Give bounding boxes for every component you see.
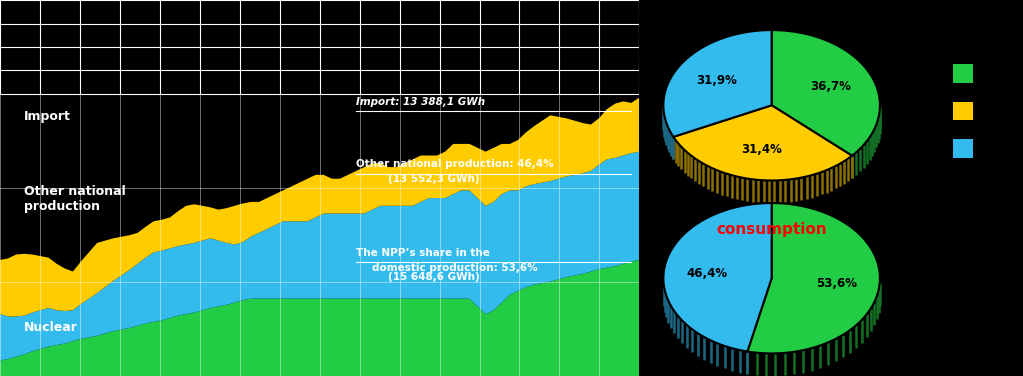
Text: (15 648,6 GWh): (15 648,6 GWh) <box>389 272 480 282</box>
Polygon shape <box>748 203 880 353</box>
Text: Other national
production: Other national production <box>25 185 126 213</box>
Text: 46,4%: 46,4% <box>686 267 727 280</box>
Text: Import: 13 388,1 GWh: Import: 13 388,1 GWh <box>356 97 485 107</box>
Polygon shape <box>771 30 880 156</box>
Text: (13 552,3 GWh): (13 552,3 GWh) <box>389 174 480 184</box>
FancyBboxPatch shape <box>953 102 973 120</box>
Text: The NPP’s share in the: The NPP’s share in the <box>356 248 490 258</box>
Text: domestic production: 53,6%: domestic production: 53,6% <box>372 263 538 273</box>
Text: 31,4%: 31,4% <box>742 143 783 156</box>
FancyBboxPatch shape <box>953 139 973 158</box>
Polygon shape <box>663 203 771 352</box>
Text: 36,7%: 36,7% <box>810 80 851 94</box>
Bar <box>0 0 639 94</box>
FancyBboxPatch shape <box>953 64 973 83</box>
Text: Nuclear: Nuclear <box>25 321 78 334</box>
Polygon shape <box>663 30 771 137</box>
Text: 53,6%: 53,6% <box>815 277 856 290</box>
Text: 31,9%: 31,9% <box>697 74 738 88</box>
Polygon shape <box>673 105 852 180</box>
Text: Import: Import <box>25 110 72 123</box>
Text: Other national production: 46,4%: Other national production: 46,4% <box>356 159 553 169</box>
Text: consumption: consumption <box>716 222 827 237</box>
